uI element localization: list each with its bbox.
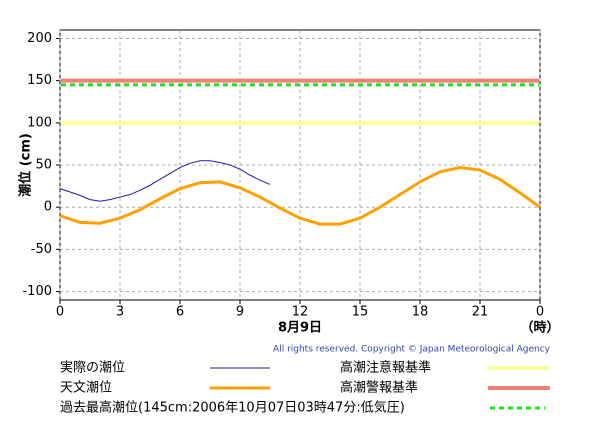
x-tick-label: 0 [56, 305, 64, 320]
x-tick-label: 15 [352, 305, 369, 320]
legend-label: 高潮警報基準 [340, 380, 418, 396]
y-tick-label: 50 [35, 158, 52, 173]
y-axis-label: 潮位 (cm) [18, 133, 34, 197]
x-tick-label: 6 [176, 305, 184, 320]
legend-label: 天文潮位 [60, 381, 112, 396]
x-tick-label: 21 [472, 305, 489, 320]
copyright: All rights reserved. Copyright © Japan M… [273, 345, 551, 355]
y-tick-label: -100 [22, 284, 52, 299]
legend-label: 実際の潮位 [60, 360, 125, 376]
legend-label: 過去最高潮位(145cm:2006年10月07日03時47分:低気圧) [60, 400, 405, 416]
x-axis-label: 8月9日 [278, 321, 322, 336]
x-tick-label: 12 [292, 305, 309, 320]
y-tick-label: 100 [27, 115, 52, 130]
legend-label: 高潮注意報基準 [340, 360, 431, 376]
x-axis-unit: （時） [520, 320, 559, 336]
y-tick-label: 0 [44, 200, 52, 215]
series-line [59, 166, 541, 226]
y-tick-label: 200 [27, 31, 52, 46]
y-tick-label: 150 [27, 73, 52, 88]
series-line [59, 160, 271, 202]
x-tick-label: 3 [116, 305, 124, 320]
x-tick-label: 9 [236, 305, 244, 320]
x-tick-label: 18 [412, 305, 429, 320]
x-tick-label: 0 [536, 305, 544, 320]
y-tick-label: -50 [31, 242, 52, 257]
